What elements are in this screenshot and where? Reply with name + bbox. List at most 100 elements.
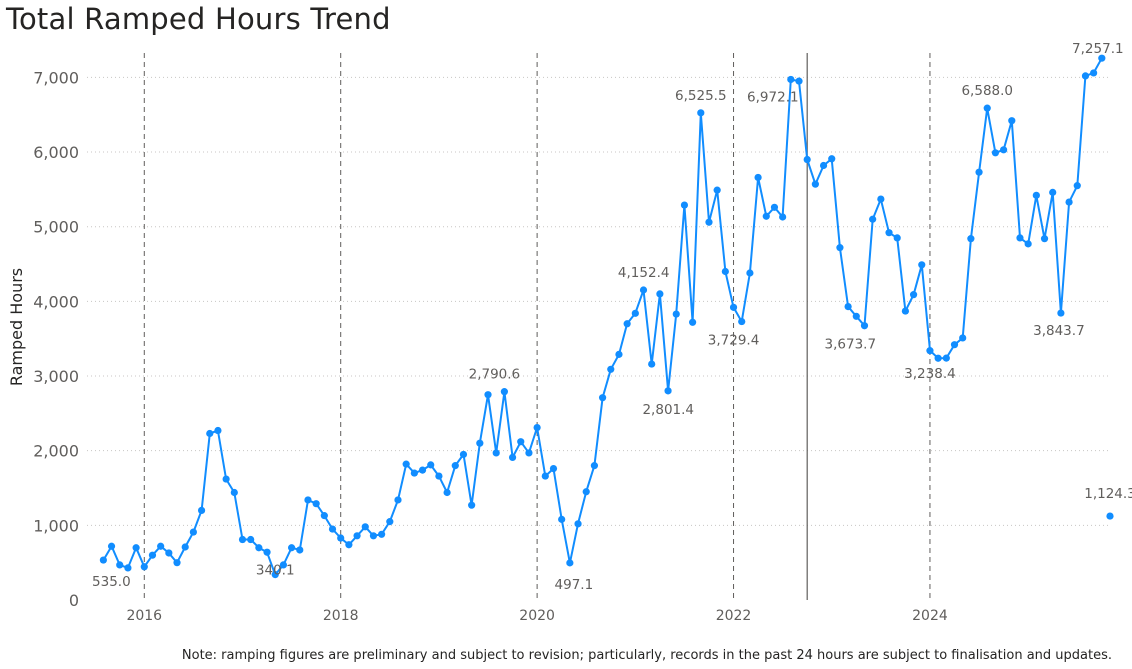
data-label: 535.0: [92, 574, 131, 590]
data-point: [893, 234, 901, 242]
data-point: [361, 523, 369, 531]
data-point: [656, 290, 664, 298]
data-point: [615, 350, 623, 358]
data-label: 497.1: [555, 577, 594, 593]
data-point: [664, 387, 672, 395]
data-point: [173, 559, 181, 567]
data-point: [648, 360, 656, 368]
data-point: [558, 515, 566, 523]
data-point: [885, 229, 893, 237]
data-point: [811, 180, 819, 188]
data-point: [721, 267, 729, 276]
data-point: [926, 347, 934, 355]
data-point: [312, 500, 320, 508]
data-point: [713, 186, 721, 194]
data-point: [533, 423, 541, 432]
data-points: [99, 54, 1114, 579]
data-point: [508, 453, 517, 462]
data-point: [623, 320, 631, 328]
data-point: [328, 525, 337, 533]
data-label: 3,673.7: [825, 337, 877, 353]
data-point: [337, 534, 345, 542]
data-label: 2,801.4: [642, 402, 694, 418]
data-point: [836, 244, 844, 252]
data-point: [705, 218, 713, 226]
data-point: [468, 501, 476, 509]
data-label: 4,152.4: [618, 265, 670, 281]
data-point: [500, 388, 508, 396]
data-point: [795, 77, 803, 85]
y-tick-label: 2,000: [33, 442, 79, 461]
data-point: [107, 542, 116, 550]
series-lines: [102, 57, 1103, 576]
data-label: 6,972.1: [747, 89, 799, 105]
data-point: [803, 155, 811, 164]
data-point: [189, 528, 197, 536]
y-tick-label: 6,000: [33, 143, 79, 162]
data-point: [402, 460, 410, 468]
data-point: [1000, 146, 1008, 154]
data-point: [492, 449, 500, 457]
data-label: 2,790.6: [469, 367, 521, 383]
data-point: [1057, 309, 1065, 317]
x-tick-label: 2016: [126, 608, 162, 624]
data-point: [206, 429, 214, 438]
data-point: [590, 462, 599, 470]
data-point: [770, 203, 779, 211]
data-label: 7,257.1: [1072, 41, 1124, 57]
data-point: [877, 195, 885, 203]
data-point: [639, 286, 648, 294]
data-point: [1081, 72, 1090, 80]
data-point: [738, 317, 746, 326]
data-point: [157, 542, 165, 550]
data-point: [288, 544, 296, 552]
data-point: [787, 75, 795, 84]
y-tick-label: 7,000: [33, 68, 79, 87]
data-point: [386, 518, 394, 526]
data-point: [320, 512, 328, 520]
data-point: [394, 496, 402, 504]
data-point: [819, 161, 828, 170]
data-point: [353, 532, 361, 540]
data-point: [1032, 191, 1040, 199]
y-tick-label: 3,000: [33, 367, 79, 386]
y-tick-label: 1,000: [33, 516, 79, 535]
data-point: [1016, 234, 1024, 242]
data-point: [525, 449, 533, 457]
y-tick-label: 5,000: [33, 218, 79, 237]
data-point: [435, 472, 443, 480]
data-point: [541, 472, 549, 480]
data-point: [410, 469, 418, 477]
data-point: [934, 354, 942, 362]
data-point: [214, 426, 222, 435]
footnote: Note: ramping figures are preliminary an…: [181, 648, 1112, 663]
data-point: [271, 571, 279, 579]
data-point: [869, 215, 877, 223]
data-point: [828, 155, 836, 163]
chart-title: Total Ramped Hours Trend: [6, 2, 391, 36]
data-point: [983, 104, 991, 112]
data-point: [476, 439, 484, 447]
data-point: [238, 535, 247, 544]
data-point: [631, 309, 639, 317]
data-point: [598, 394, 607, 402]
data-label: 3,729.4: [708, 333, 760, 349]
x-tick-label: 2022: [716, 608, 752, 624]
data-point: [345, 541, 353, 549]
x-tick-label: 2018: [323, 608, 359, 624]
data-point: [852, 312, 860, 320]
series-line: [102, 57, 1103, 576]
data-point: [132, 544, 140, 552]
data-point: [1073, 182, 1081, 190]
x-tick-label: 2020: [519, 608, 555, 624]
data-point: [918, 261, 926, 269]
data-point: [672, 310, 680, 318]
data-point: [99, 556, 107, 564]
data-point: [1106, 512, 1114, 520]
data-point: [378, 530, 386, 538]
data-point: [517, 438, 525, 446]
data-point: [1008, 117, 1016, 125]
data-point: [607, 365, 615, 373]
data-point: [484, 391, 492, 399]
data-point: [247, 535, 255, 544]
